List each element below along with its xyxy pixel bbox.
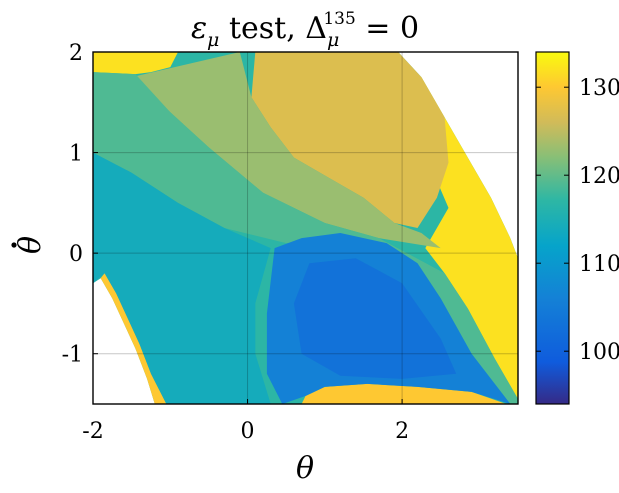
heatmap-region-yellow-top-left	[93, 52, 178, 75]
y-tick-label: 2	[69, 41, 83, 66]
heatmap-region-teal-lower-left	[93, 152, 271, 404]
y-axis-ticks: -1 0 1 2	[62, 41, 98, 368]
colorbar-tick-label: 110	[579, 252, 619, 277]
heatmap-region-orange-upper-right	[251, 52, 449, 228]
plot-border	[92, 51, 519, 405]
y-tick-label: 1	[69, 142, 83, 167]
y-tick-label: 0	[69, 242, 83, 267]
heatmap-region-yellow-bottom-band	[301, 383, 507, 404]
colorbar-tick-label: 130	[579, 76, 619, 101]
colorbar-ticks: 100 110 120 130	[536, 76, 619, 365]
y-tick-label: -1	[62, 343, 83, 368]
x-tick-label: -2	[82, 419, 103, 444]
y-axis-label-text: θ	[13, 236, 48, 254]
x-tick-label: 0	[241, 419, 255, 444]
heatmap-region-light-green-mid	[131, 52, 441, 249]
heatmap-region-white-bottom-left	[93, 278, 155, 404]
heatmap-region-white-top-right	[290, 52, 518, 259]
grid-lines	[92, 51, 518, 404]
colorbar	[535, 51, 570, 405]
chart-title: εμ test, Δμ135 = 0	[191, 9, 419, 51]
x-tick-label: 2	[395, 419, 409, 444]
x-axis-label: θ	[296, 451, 314, 486]
y-axis-label-dot	[11, 242, 17, 248]
colorbar-tick-label: 120	[579, 164, 619, 189]
colorbar-tick-label: 100	[579, 340, 619, 365]
x-axis-ticks: -2 0 2	[82, 399, 409, 444]
heatmap-regions	[93, 52, 518, 404]
heatmap-region-yellow-bottom-left-edge	[100, 273, 167, 404]
y-axis-label: θ	[11, 236, 48, 254]
heatmap-region-blue-core	[293, 258, 457, 379]
heatmap-region-yellow-band-diagonal	[382, 52, 518, 399]
